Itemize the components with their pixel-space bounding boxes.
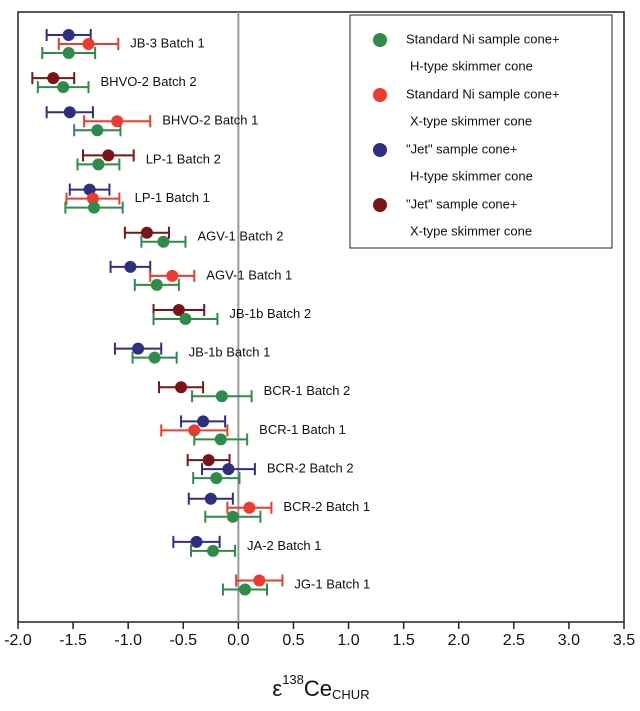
data-point: [253, 574, 266, 587]
data-point: [238, 583, 251, 596]
data-point: [243, 501, 256, 514]
data-point: [202, 454, 215, 467]
data-point: [207, 544, 220, 557]
data-point: [166, 269, 179, 282]
data-point: [102, 149, 115, 162]
x-tick-label: 3.0: [558, 632, 580, 649]
x-tick-label: 0.0: [227, 632, 249, 649]
data-point: [124, 260, 137, 273]
data-point: [63, 106, 76, 119]
legend-label: H-type skimmer cone: [410, 58, 533, 73]
data-point: [132, 342, 145, 355]
plot-frame: [17, 11, 625, 623]
data-point: [88, 201, 101, 214]
category-label: BCR-1 Batch 1: [259, 422, 346, 437]
category-label: JA-2 Batch 1: [247, 538, 321, 553]
category-label: JB-1b Batch 1: [189, 345, 271, 360]
x-tick-label: -1.5: [59, 632, 87, 649]
data-point: [172, 304, 185, 316]
category-label: AGV-1 Batch 1: [206, 267, 292, 282]
data-point: [190, 535, 203, 548]
data-point: [204, 492, 217, 505]
x-title-sub: CHUR: [332, 687, 370, 702]
data-point: [148, 351, 161, 364]
data-point: [91, 124, 104, 137]
category-label: BHVO-2 Batch 2: [101, 74, 197, 89]
x-tick-label: -0.5: [169, 632, 197, 649]
legend-box: [349, 14, 613, 249]
data-point: [157, 235, 170, 248]
category-label: BCR-2 Batch 1: [283, 499, 370, 514]
data-point: [215, 390, 228, 403]
category-label: JG-1 Batch 1: [294, 576, 370, 591]
data-point: [222, 463, 235, 476]
legend-label: X-type skimmer cone: [410, 223, 532, 238]
data-point: [197, 415, 210, 428]
data-point: [82, 38, 95, 50]
data-point: [86, 192, 99, 205]
legend-label: Standard Ni sample cone+: [406, 86, 560, 101]
data-point: [83, 183, 96, 196]
x-title-sup: 138: [282, 672, 304, 687]
x-title-symbol: ε: [272, 676, 282, 701]
data-point: [140, 226, 153, 239]
legend-marker: [373, 143, 387, 157]
data-point: [175, 381, 188, 394]
data-point: [179, 313, 192, 325]
data-point: [188, 424, 201, 437]
x-tick-label: 2.0: [448, 632, 470, 649]
x-tick-label: 3.5: [613, 632, 635, 649]
category-label: AGV-1 Batch 2: [197, 229, 283, 244]
category-label: BHVO-2 Batch 1: [162, 113, 258, 128]
x-tick-label: -1.0: [114, 632, 142, 649]
category-label: JB-3 Batch 1: [130, 35, 204, 50]
x-tick-label: 0.5: [282, 632, 304, 649]
legend-label: H-type skimmer cone: [410, 168, 533, 183]
category-label: JB-1b Batch 2: [229, 306, 311, 321]
legend-marker: [373, 88, 387, 102]
legend-label: "Jet" sample cone+: [406, 141, 517, 156]
legend-marker: [373, 33, 387, 47]
data-point: [210, 472, 223, 485]
data-point: [47, 72, 60, 85]
data-point: [62, 29, 75, 41]
category-label: LP-1 Batch 1: [135, 190, 210, 205]
data-point: [62, 47, 75, 59]
category-label: LP-1 Batch 2: [146, 151, 221, 166]
x-axis-title: ε138CeCHUR: [272, 672, 369, 702]
data-point: [57, 81, 70, 94]
legend-marker: [373, 198, 387, 212]
data-point: [214, 433, 227, 446]
x-tick-label: 1.0: [337, 632, 359, 649]
category-label: BCR-2 Batch 2: [267, 461, 354, 476]
x-tick-label: -2.0: [4, 632, 32, 649]
category-label: BCR-1 Batch 2: [264, 383, 351, 398]
x-tick-label: 2.5: [503, 632, 525, 649]
legend-label: Standard Ni sample cone+: [406, 31, 560, 46]
data-point: [226, 510, 239, 523]
legend-label: X-type skimmer cone: [410, 113, 532, 128]
legend-label: "Jet" sample cone+: [406, 196, 517, 211]
x-title-element: Ce: [304, 676, 332, 701]
data-point: [150, 278, 163, 291]
data-point: [92, 158, 105, 171]
x-tick-label: 1.5: [393, 632, 415, 649]
